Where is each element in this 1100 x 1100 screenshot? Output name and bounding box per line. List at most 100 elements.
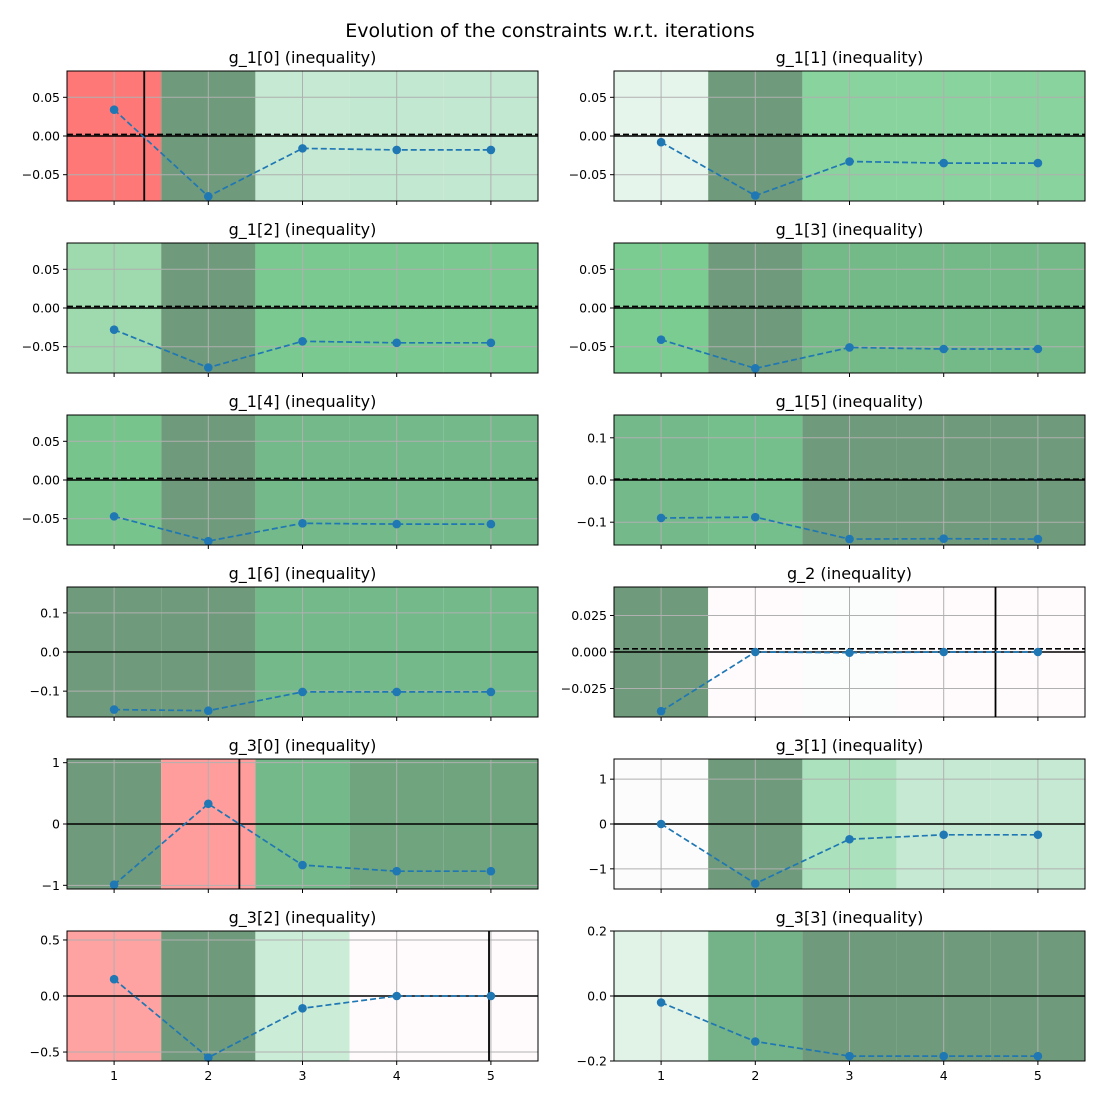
data-point [486, 866, 496, 876]
y-tick-label: 0.05 [579, 262, 607, 277]
data-point [656, 335, 666, 345]
subplot-5: g_1[4] (inequality) 0.05 0.00 −0.05 [22, 392, 539, 549]
subplot-title: g_1[5] (inequality) [776, 392, 924, 412]
data-point [486, 991, 496, 1001]
data-point [392, 145, 402, 155]
y-tick-label: 0.00 [579, 301, 607, 316]
data-point [939, 647, 948, 657]
subplot-title: g_1[4] (inequality) [229, 392, 377, 412]
y-tick-label: 0.2 [587, 924, 607, 939]
subplot-title: g_2 (inequality) [787, 564, 912, 584]
data-point [751, 1037, 760, 1046]
subplot-title: g_1[1] (inequality) [776, 48, 924, 68]
x-tick-label: 4 [940, 1068, 948, 1083]
data-point [392, 338, 402, 348]
data-point [298, 519, 307, 528]
data-point [204, 706, 213, 716]
data-point [845, 648, 854, 658]
data-point [939, 534, 948, 543]
series-line [660, 823, 1038, 885]
x-tick-label: 3 [846, 1068, 854, 1083]
data-point [298, 336, 307, 346]
x-tick-label: 1 [657, 1068, 665, 1083]
y-tick-label: 0 [599, 817, 607, 832]
data-point [109, 325, 119, 334]
data-point [845, 157, 854, 166]
series-line [660, 651, 1038, 712]
subplot-11: g_3[2] (inequality) 0.5 0.0 −0.5 1 2 3 4 5 [30, 908, 539, 1083]
data-point [845, 834, 854, 844]
y-tick-label: −0.025 [561, 681, 607, 696]
y-tick-label: 1 [599, 772, 607, 787]
data-point [1033, 830, 1043, 840]
data-point [486, 145, 496, 155]
x-tick-label: 4 [393, 1068, 401, 1083]
y-tick-label: 0.5 [40, 932, 60, 947]
data-point [939, 830, 948, 840]
data-point [298, 860, 307, 870]
y-tick-label: 0.1 [40, 605, 60, 620]
x-tick-label: 1 [110, 1068, 118, 1083]
data-point [109, 105, 119, 114]
data-point [298, 1004, 307, 1013]
data-point [392, 687, 402, 697]
subplot-title: g_1[0] (inequality) [229, 48, 377, 68]
subplot-title: g_1[2] (inequality) [229, 220, 377, 240]
subplot-title: g_3[3] (inequality) [776, 908, 924, 928]
data-point [845, 343, 854, 352]
data-point [109, 512, 119, 521]
y-tick-label: 0.05 [32, 434, 60, 449]
y-tick-label: 0.00 [32, 129, 60, 144]
y-tick-label: 0.000 [571, 645, 607, 660]
y-tick-label: −0.05 [569, 167, 607, 182]
subplot-title: g_3[1] (inequality) [776, 736, 924, 756]
y-tick-label: 0.00 [579, 129, 607, 144]
subplot-3: g_1[2] (inequality) 0.05 0.00 −0.05 [22, 220, 539, 377]
data-point [751, 191, 760, 200]
data-point [939, 158, 948, 168]
series-line [660, 1001, 1038, 1057]
data-point [751, 879, 760, 888]
data-point [845, 1051, 854, 1061]
data-point [1033, 534, 1043, 544]
data-point [204, 363, 213, 372]
data-point [656, 706, 666, 716]
y-tick-label: −0.05 [22, 339, 60, 354]
data-point [1033, 1051, 1043, 1061]
x-tick-label: 5 [487, 1068, 495, 1083]
data-point [656, 998, 666, 1007]
y-tick-label: 0.05 [579, 90, 607, 105]
subplot-10: g_3[1] (inequality) 1 0 −1 [589, 736, 1086, 893]
y-tick-label: 0.0 [40, 989, 60, 1004]
y-tick-label: −0.1 [577, 515, 607, 530]
y-tick-label: −0.05 [569, 339, 607, 354]
subplot-6: g_1[5] (inequality) 0.1 0.0 −0.1 [577, 392, 1086, 549]
data-point [109, 974, 119, 984]
data-point [939, 344, 948, 354]
data-point [204, 1053, 213, 1062]
subplot-12: g_3[3] (inequality) 0.2 0.0 −0.2 1 2 3 4 5 [577, 908, 1086, 1083]
x-tick-label: 2 [204, 1068, 212, 1083]
data-point [751, 364, 760, 373]
data-point [204, 536, 213, 546]
y-tick-label: 0.05 [32, 262, 60, 277]
subplot-title: g_3[2] (inequality) [229, 908, 377, 928]
y-tick-label: −0.1 [30, 684, 60, 699]
data-point [1033, 344, 1043, 354]
data-point [751, 512, 760, 522]
data-point [656, 137, 666, 147]
subplot-4: g_1[3] (inequality) 0.05 0.00 −0.05 [569, 220, 1086, 377]
data-point [486, 338, 496, 348]
x-tick-label: 2 [751, 1068, 759, 1083]
y-tick-label: −0.05 [22, 167, 60, 182]
x-tick-label: 5 [1034, 1068, 1042, 1083]
y-tick-label: 0 [52, 817, 60, 832]
data-point [939, 1051, 948, 1061]
data-point [204, 799, 213, 809]
subplot-title: g_1[6] (inequality) [229, 564, 377, 584]
y-tick-label: 0.1 [587, 430, 607, 445]
data-point [656, 513, 666, 523]
data-point [298, 687, 307, 697]
data-point [486, 687, 496, 697]
